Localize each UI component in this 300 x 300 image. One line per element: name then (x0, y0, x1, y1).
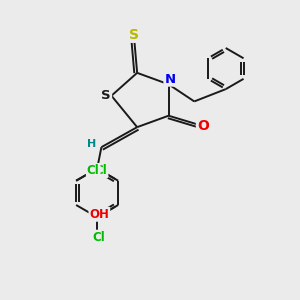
Text: Cl: Cl (92, 231, 105, 244)
Text: H: H (87, 139, 96, 149)
Text: N: N (164, 73, 175, 85)
Text: S: S (129, 28, 139, 42)
Text: S: S (101, 89, 111, 102)
Text: OH: OH (89, 208, 109, 221)
Text: Cl: Cl (87, 164, 100, 177)
Text: O: O (197, 119, 209, 133)
Text: Cl: Cl (95, 164, 107, 177)
